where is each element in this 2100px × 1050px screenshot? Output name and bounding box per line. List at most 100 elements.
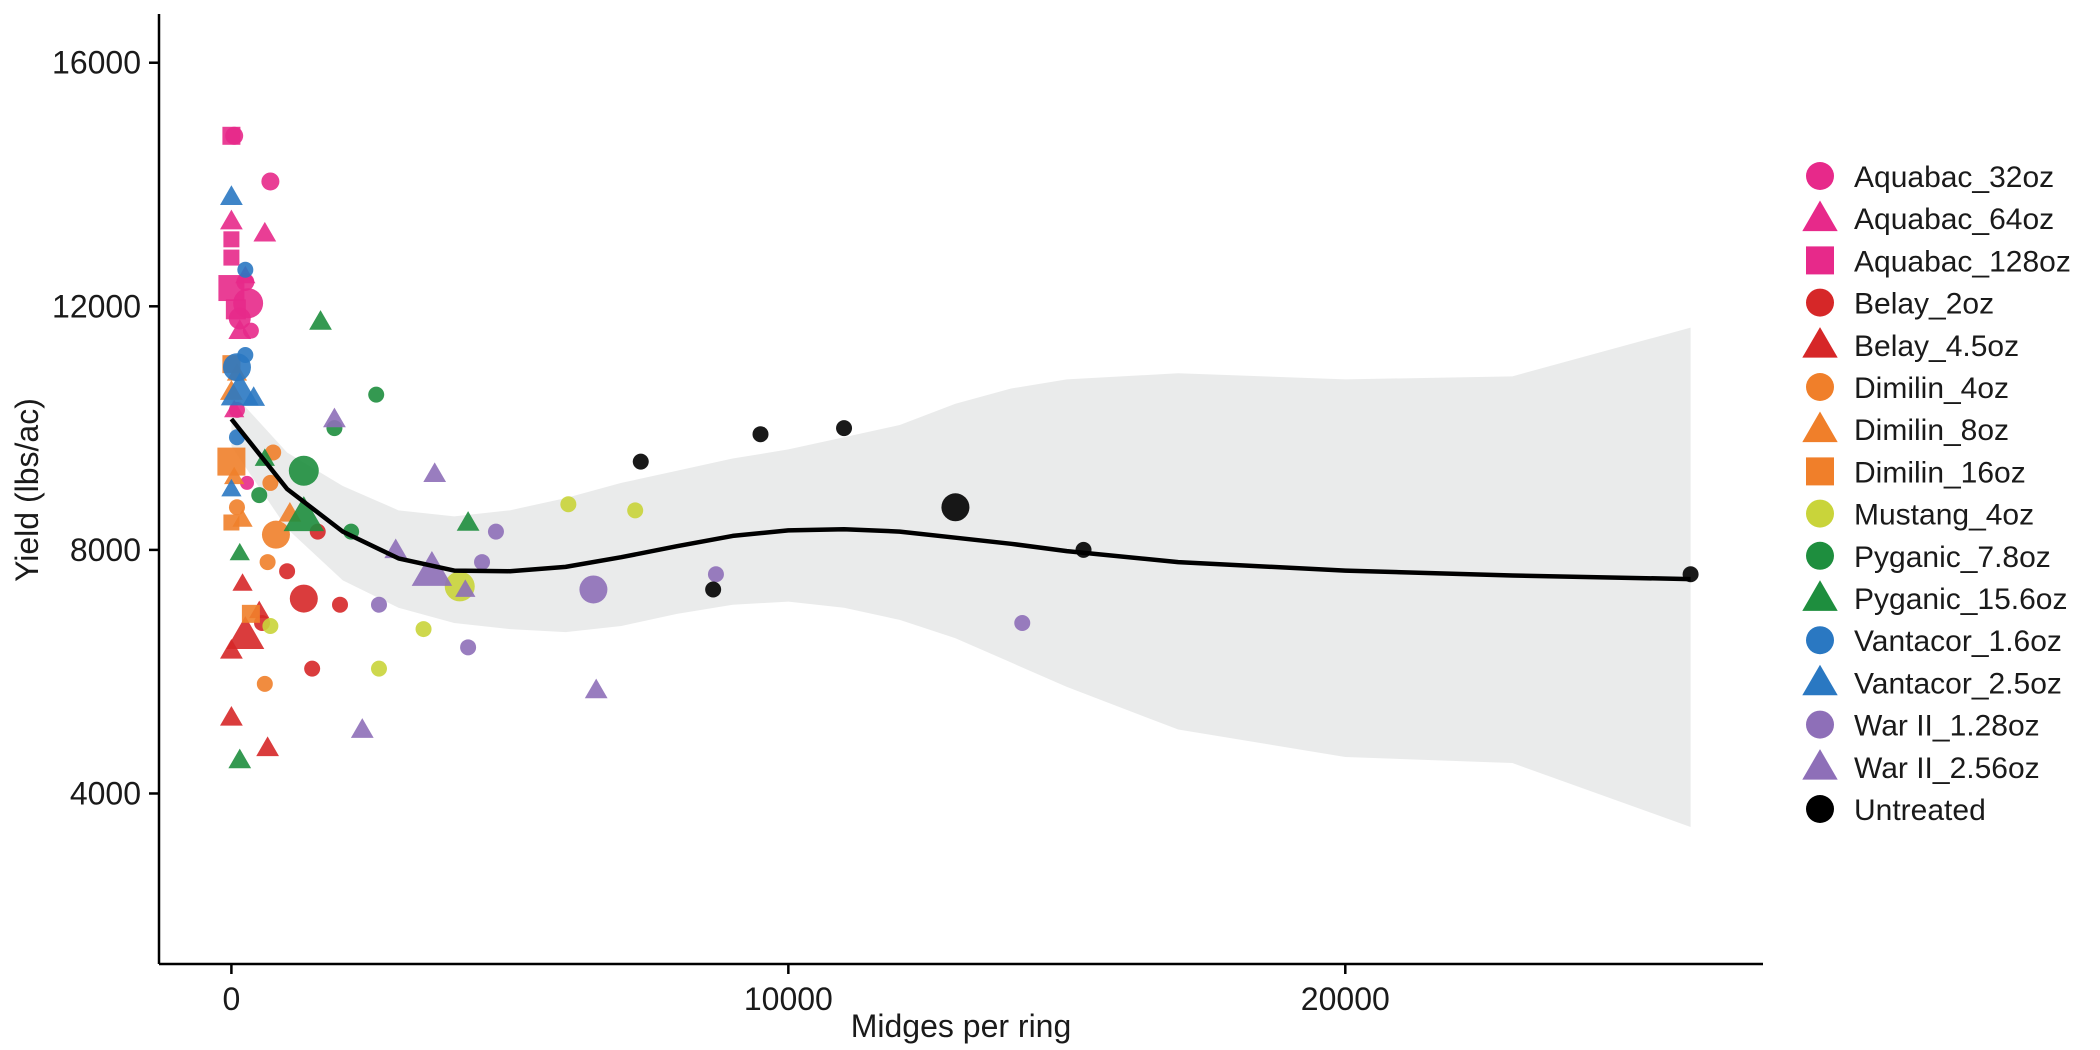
data-point xyxy=(226,616,265,649)
legend-label: Dimilin_4oz xyxy=(1854,372,2009,405)
y-tick-label: 4000 xyxy=(70,775,141,811)
legend-item: Aquabac_32oz xyxy=(1806,161,2054,194)
legend-marker xyxy=(1802,749,1838,780)
x-axis-title: Midges per ring xyxy=(851,1008,1072,1044)
legend-item: Belay_2oz xyxy=(1806,288,1994,321)
legend-label: Aquabac_128oz xyxy=(1854,245,2071,278)
legend-marker xyxy=(1806,499,1834,528)
legend-item: Belay_4.5oz xyxy=(1802,327,2019,363)
legend-marker xyxy=(1806,795,1834,823)
data-point xyxy=(228,748,252,769)
data-point xyxy=(304,660,321,677)
data-point xyxy=(261,520,290,549)
legend-marker xyxy=(1806,162,1834,190)
data-point xyxy=(220,638,243,659)
axis-ticks: 0 10000 20000 4000 8000 12000 16000 xyxy=(52,45,1390,1017)
data-point xyxy=(237,347,254,364)
legend-item: Pyganic_15.6oz xyxy=(1802,580,2068,616)
legend-item: Aquabac_128oz xyxy=(1806,245,2071,278)
data-point xyxy=(261,172,280,191)
data-point xyxy=(224,399,245,418)
legend-label: Vantacor_2.5oz xyxy=(1854,667,2062,700)
data-point xyxy=(218,275,245,302)
x-tick-label: 0 xyxy=(223,981,241,1017)
data-point xyxy=(309,310,332,330)
data-point xyxy=(222,126,241,145)
plot-area xyxy=(217,126,1699,827)
legend-label: Mustang_4oz xyxy=(1854,499,2034,532)
legend-marker xyxy=(1806,626,1834,655)
series-pyganic-15-6oz xyxy=(228,310,480,769)
data-point xyxy=(241,604,260,623)
data-point xyxy=(279,563,296,580)
data-point xyxy=(560,496,577,513)
legend-label: War II_2.56oz xyxy=(1854,752,2040,785)
data-point xyxy=(370,660,387,677)
legend-item: Mustang_4oz xyxy=(1806,499,2034,532)
legend-marker xyxy=(1802,411,1838,443)
legend-marker xyxy=(1806,710,1834,739)
data-point xyxy=(288,455,319,486)
legend-marker xyxy=(1806,288,1834,317)
x-tick-label: 10000 xyxy=(744,981,833,1017)
data-point xyxy=(262,618,279,635)
legend-item: Vantacor_1.6oz xyxy=(1806,625,2062,658)
series-aquabac-128oz xyxy=(218,126,246,320)
data-point xyxy=(584,678,608,699)
data-point xyxy=(221,478,242,497)
data-point xyxy=(705,581,722,598)
legend-label: Pyganic_7.8oz xyxy=(1854,541,2051,574)
legend-marker xyxy=(1802,327,1838,358)
legend-item: War II_1.28oz xyxy=(1806,710,2040,743)
legend-item: Pyganic_7.8oz xyxy=(1806,541,2051,574)
legend-item: War II_2.56oz xyxy=(1802,749,2040,785)
data-point xyxy=(456,511,480,531)
data-point xyxy=(332,596,349,613)
data-point xyxy=(941,493,970,522)
legend-marker xyxy=(1806,457,1834,486)
data-point xyxy=(239,475,254,490)
legend-label: Belay_2oz xyxy=(1854,288,1994,321)
data-point xyxy=(487,523,504,540)
series-vantacor-1-6oz xyxy=(222,261,254,446)
data-point xyxy=(707,566,724,583)
data-point xyxy=(223,249,240,266)
data-point xyxy=(455,579,476,597)
data-point xyxy=(223,514,240,531)
data-point xyxy=(836,420,853,437)
series-dimilin-4oz xyxy=(228,444,290,692)
legend-label: Aquabac_32oz xyxy=(1854,161,2054,194)
data-point xyxy=(423,462,447,483)
data-point xyxy=(220,705,243,726)
data-point xyxy=(229,542,250,561)
data-point xyxy=(228,319,252,339)
data-point xyxy=(579,575,608,604)
legend-label: War II_1.28oz xyxy=(1854,710,2040,743)
legend-item: Untreated xyxy=(1806,794,1986,827)
data-point xyxy=(232,573,253,591)
y-tick-label: 12000 xyxy=(52,288,141,324)
data-point xyxy=(444,571,475,602)
data-point xyxy=(752,426,769,443)
data-point xyxy=(411,550,453,586)
data-point xyxy=(225,299,246,320)
data-point xyxy=(323,407,346,428)
data-point xyxy=(253,221,277,242)
data-point xyxy=(1014,614,1031,631)
data-point xyxy=(262,474,279,491)
data-point xyxy=(283,496,325,532)
smooth-trend-line xyxy=(229,417,1691,582)
data-point xyxy=(223,231,240,248)
data-point xyxy=(370,596,387,613)
legend: Aquabac_32oz Aquabac_64oz Aquabac_128oz Bel… xyxy=(1802,161,2071,827)
legend-item: Aquabac_64oz xyxy=(1802,200,2054,236)
legend-label: Pyganic_15.6oz xyxy=(1854,583,2068,616)
data-point xyxy=(460,639,477,656)
legend-item: Dimilin_8oz xyxy=(1802,411,2009,447)
legend-marker xyxy=(1806,246,1834,275)
data-point xyxy=(632,453,649,470)
legend-label: Dimilin_16oz xyxy=(1854,456,2026,489)
series-war-ii-1-28oz xyxy=(370,523,1031,656)
legend-marker xyxy=(1802,664,1838,696)
